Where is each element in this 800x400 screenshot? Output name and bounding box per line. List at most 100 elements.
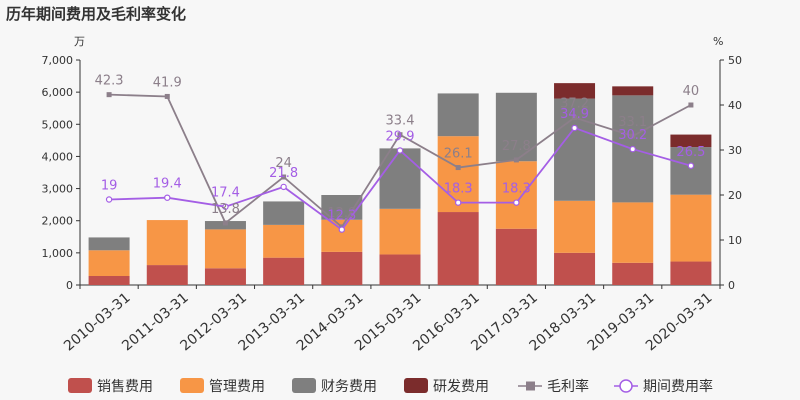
right-axis-tick-label: 0	[728, 279, 735, 292]
chart-title: 历年期间费用及毛利率变化	[6, 5, 186, 23]
marker-期间费用率	[454, 199, 462, 206]
marker-期间费用率	[280, 183, 287, 191]
marker-毛利率	[572, 115, 578, 121]
left-axis-tick-label: 6,000	[42, 86, 74, 99]
bar-管理费用	[88, 250, 130, 276]
bar-管理费用	[670, 194, 712, 262]
bar-财务费用	[437, 93, 479, 137]
legend-swatch-管理费用	[180, 378, 204, 393]
bar-研发费用	[554, 83, 596, 99]
data-label-毛利率: 26.1	[444, 147, 473, 162]
legend-label-销售费用: 销售费用	[97, 379, 153, 395]
data-label-期间费用率: 26.5	[676, 145, 705, 160]
bar-销售费用	[437, 212, 479, 285]
data-label-毛利率: 37.2	[560, 97, 589, 112]
bar-管理费用	[146, 220, 188, 266]
bar-管理费用	[495, 161, 537, 229]
marker-期间费用率	[164, 194, 171, 201]
right-axis-tick-label: 30	[728, 144, 742, 157]
data-label-期间费用率: 18.3	[502, 182, 531, 197]
legend-swatch-财务费用	[292, 378, 316, 393]
bar-管理费用	[437, 136, 479, 213]
marker-期间费用率	[687, 162, 695, 169]
right-axis-tick-label: 10	[728, 234, 742, 247]
marker-毛利率	[164, 93, 170, 99]
legend-marker-毛利率	[526, 381, 535, 391]
bar-财务费用	[670, 147, 712, 195]
data-label-期间费用率: 19	[101, 179, 118, 194]
data-label-毛利率: 42.3	[95, 74, 124, 89]
bar-销售费用	[379, 254, 421, 285]
bar-销售费用	[612, 262, 654, 285]
marker-期间费用率	[222, 203, 229, 210]
bar-管理费用	[612, 202, 654, 263]
marker-期间费用率	[396, 147, 404, 154]
bar-管理费用	[204, 229, 246, 269]
bar-管理费用	[554, 200, 596, 253]
right-axis-tick-label: 50	[728, 54, 742, 67]
bar-销售费用	[321, 251, 363, 285]
bar-研发费用	[670, 134, 712, 148]
legend-swatch-销售费用	[68, 378, 92, 393]
left-axis-unit: 万	[74, 35, 85, 48]
bar-销售费用	[204, 268, 246, 285]
legend-swatch-研发费用	[404, 378, 428, 393]
bar-财务费用	[379, 148, 421, 209]
left-axis-tick-label: 3,000	[42, 183, 74, 196]
right-axis-tick-label: 20	[728, 189, 742, 202]
bar-销售费用	[88, 276, 130, 285]
bar-销售费用	[495, 228, 537, 285]
data-label-毛利率: 40	[683, 84, 700, 99]
marker-毛利率	[455, 165, 461, 171]
marker-毛利率	[397, 132, 403, 138]
data-label-期间费用率: 30.2	[618, 128, 647, 143]
right-axis-unit: %	[713, 35, 723, 48]
legend-marker-期间费用率	[619, 379, 633, 393]
bar-销售费用	[263, 257, 305, 285]
bar-管理费用	[263, 224, 305, 258]
legend-label-毛利率: 毛利率	[547, 378, 589, 395]
bar-销售费用	[670, 261, 712, 285]
data-label-期间费用率: 12.3	[327, 209, 356, 224]
bar-管理费用	[379, 208, 421, 255]
left-axis-tick-label: 7,000	[42, 54, 74, 67]
data-label-期间费用率: 18.3	[444, 182, 473, 197]
data-label-期间费用率: 34.9	[560, 107, 589, 122]
data-labels: 42.3 41.9 13.8 24 12.9 33.4 26.1 27.8 37.2 33.1 40…	[95, 74, 706, 224]
marker-毛利率	[630, 133, 636, 139]
data-label-期间费用率: 17.4	[211, 186, 240, 201]
data-label-毛利率: 33.4	[386, 114, 415, 129]
data-label-期间费用率: 29.9	[386, 129, 415, 144]
legend-label-期间费用率: 期间费用率	[643, 378, 713, 395]
bar-财务费用	[88, 237, 130, 251]
right-axis-tick-label: 40	[728, 99, 742, 112]
marker-毛利率	[106, 92, 112, 98]
marker-毛利率	[222, 220, 228, 226]
left-axis-tick-label: 0	[66, 279, 73, 292]
data-label-期间费用率: 19.4	[153, 177, 182, 192]
line-series	[105, 92, 695, 233]
left-axis-tick-label: 5,000	[42, 118, 74, 131]
bar-销售费用	[554, 252, 596, 285]
left-axis-tick-label: 4,000	[42, 150, 74, 163]
legend-label-财务费用: 财务费用	[321, 379, 377, 395]
legend-label-研发费用: 研发费用	[433, 379, 489, 395]
marker-期间费用率	[338, 226, 346, 233]
marker-期间费用率	[629, 145, 636, 153]
marker-毛利率	[688, 102, 694, 108]
data-label-毛利率: 12.9	[327, 206, 356, 221]
bar-财务费用	[263, 201, 305, 225]
bar-研发费用	[612, 86, 654, 96]
data-label-毛利率: 41.9	[153, 75, 182, 90]
legend-label-管理费用: 管理费用	[209, 379, 265, 395]
marker-毛利率	[513, 157, 519, 163]
data-label-毛利率: 27.8	[502, 139, 531, 154]
data-label-毛利率: 24	[275, 156, 292, 171]
legend: 销售费用 管理费用 财务费用 研发费用 毛利率 期间费用率	[68, 378, 713, 395]
marker-期间费用率	[105, 196, 113, 203]
data-label-毛利率: 33.1	[618, 115, 647, 130]
bar-销售费用	[146, 265, 188, 285]
left-axis-tick-label: 1,000	[42, 247, 74, 260]
marker-期间费用率	[513, 199, 520, 206]
